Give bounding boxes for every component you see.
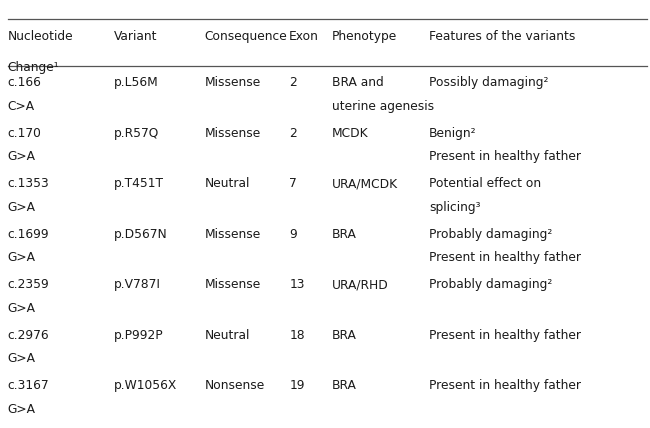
Text: Possibly damaging²: Possibly damaging²: [429, 76, 549, 89]
Text: MCDK: MCDK: [332, 127, 368, 140]
Text: Potential effect on: Potential effect on: [429, 177, 541, 190]
Text: Nonsense: Nonsense: [205, 379, 265, 392]
Text: Present in healthy father: Present in healthy father: [429, 150, 581, 163]
Text: Present in healthy father: Present in healthy father: [429, 251, 581, 264]
Text: Neutral: Neutral: [205, 329, 250, 342]
Text: Present in healthy father: Present in healthy father: [429, 379, 581, 392]
Text: c.170: c.170: [8, 127, 42, 140]
Text: 13: 13: [289, 278, 305, 291]
Text: 18: 18: [289, 329, 305, 342]
Text: c.3167: c.3167: [8, 379, 49, 392]
Text: 2: 2: [289, 127, 297, 140]
Text: Neutral: Neutral: [205, 177, 250, 190]
Text: Missense: Missense: [205, 228, 261, 241]
Text: BRA: BRA: [332, 379, 356, 392]
Text: Features of the variants: Features of the variants: [429, 30, 575, 43]
Text: p.T451T: p.T451T: [114, 177, 164, 190]
Text: G>A: G>A: [8, 302, 36, 315]
Text: BRA and: BRA and: [332, 76, 384, 89]
Text: URA/RHD: URA/RHD: [332, 278, 388, 291]
Text: c.1699: c.1699: [8, 228, 49, 241]
Text: Nucleotide: Nucleotide: [8, 30, 73, 43]
Text: p.R57Q: p.R57Q: [114, 127, 159, 140]
Text: Exon: Exon: [289, 30, 319, 43]
Text: G>A: G>A: [8, 352, 36, 365]
Text: Phenotype: Phenotype: [332, 30, 396, 43]
Text: Missense: Missense: [205, 127, 261, 140]
Text: c.1353: c.1353: [8, 177, 49, 190]
Text: Consequence: Consequence: [205, 30, 287, 43]
Text: C>A: C>A: [8, 100, 35, 113]
Text: 7: 7: [289, 177, 297, 190]
Text: c.166: c.166: [8, 76, 42, 89]
Text: p.W1056X: p.W1056X: [114, 379, 177, 392]
Text: Missense: Missense: [205, 76, 261, 89]
Text: c.2976: c.2976: [8, 329, 49, 342]
Text: 9: 9: [289, 228, 297, 241]
Text: 2: 2: [289, 76, 297, 89]
Text: Variant: Variant: [114, 30, 157, 43]
Text: Probably damaging²: Probably damaging²: [429, 278, 552, 291]
Text: p.L56M: p.L56M: [114, 76, 159, 89]
Text: G>A: G>A: [8, 403, 36, 416]
Text: G>A: G>A: [8, 251, 36, 264]
Text: URA/MCDK: URA/MCDK: [332, 177, 398, 190]
Text: splicing³: splicing³: [429, 201, 480, 214]
Text: p.V787I: p.V787I: [114, 278, 161, 291]
Text: BRA: BRA: [332, 228, 356, 241]
Text: G>A: G>A: [8, 150, 36, 163]
Text: p.D567N: p.D567N: [114, 228, 168, 241]
Text: BRA: BRA: [332, 329, 356, 342]
Text: G>A: G>A: [8, 201, 36, 214]
Text: Probably damaging²: Probably damaging²: [429, 228, 552, 241]
Text: Present in healthy father: Present in healthy father: [429, 329, 581, 342]
Text: p.P992P: p.P992P: [114, 329, 163, 342]
Text: Missense: Missense: [205, 278, 261, 291]
Text: Benign²: Benign²: [429, 127, 476, 140]
Text: uterine agenesis: uterine agenesis: [332, 100, 434, 113]
Text: Change¹: Change¹: [8, 61, 59, 74]
Text: c.2359: c.2359: [8, 278, 49, 291]
Text: 19: 19: [289, 379, 305, 392]
